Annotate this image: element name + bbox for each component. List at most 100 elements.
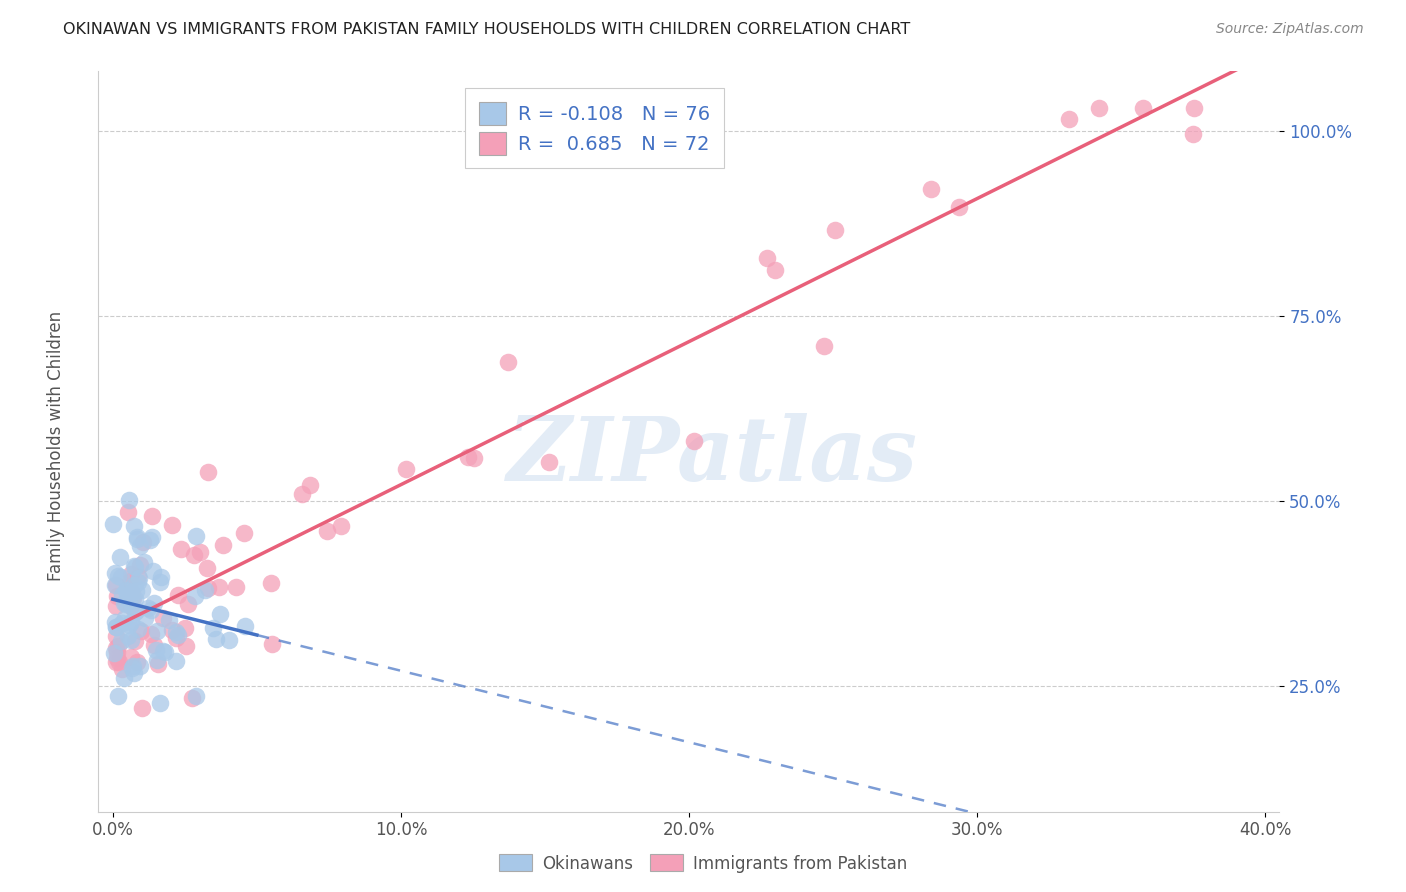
- Point: [131, 701, 153, 715]
- Point: [136, 600, 159, 615]
- Point: [128, 558, 150, 572]
- Point: [1132, 101, 1154, 115]
- Point: [131, 582, 153, 597]
- Point: [160, 623, 183, 637]
- Point: [125, 530, 148, 544]
- Point: [212, 538, 235, 552]
- Point: [208, 580, 231, 594]
- Point: [202, 621, 225, 635]
- Point: [537, 455, 560, 469]
- Point: [463, 450, 485, 465]
- Text: Source: ZipAtlas.com: Source: ZipAtlas.com: [1216, 22, 1364, 37]
- Point: [143, 596, 166, 610]
- Point: [197, 582, 219, 596]
- Point: [148, 574, 170, 589]
- Point: [127, 569, 149, 583]
- Point: [157, 613, 180, 627]
- Point: [105, 651, 128, 665]
- Point: [128, 571, 150, 585]
- Point: [124, 559, 146, 574]
- Point: [329, 519, 352, 533]
- Point: [121, 659, 143, 673]
- Point: [104, 629, 127, 643]
- Point: [127, 655, 149, 669]
- Point: [114, 584, 136, 599]
- Point: [149, 569, 172, 583]
- Point: [104, 640, 127, 655]
- Point: [152, 611, 174, 625]
- Point: [121, 592, 143, 607]
- Point: [756, 252, 779, 266]
- Point: [114, 597, 136, 611]
- Point: [183, 589, 205, 603]
- Point: [104, 599, 127, 614]
- Point: [290, 487, 312, 501]
- Point: [117, 618, 139, 632]
- Point: [120, 583, 142, 598]
- Point: [112, 671, 135, 685]
- Point: [128, 658, 150, 673]
- Text: OKINAWAN VS IMMIGRANTS FROM PAKISTAN FAMILY HOUSEHOLDS WITH CHILDREN CORRELATION: OKINAWAN VS IMMIGRANTS FROM PAKISTAN FAM…: [63, 22, 911, 37]
- Point: [111, 588, 134, 602]
- Point: [118, 594, 141, 608]
- Point: [107, 690, 129, 704]
- Point: [145, 624, 167, 639]
- Point: [101, 516, 124, 531]
- Point: [107, 569, 129, 583]
- Point: [103, 646, 125, 660]
- Point: [104, 566, 127, 580]
- Point: [141, 565, 163, 579]
- Point: [165, 625, 187, 640]
- Point: [1088, 101, 1111, 115]
- Point: [134, 611, 156, 625]
- Point: [129, 624, 152, 639]
- Point: [948, 200, 970, 214]
- Point: [111, 615, 134, 630]
- Point: [107, 640, 129, 654]
- Point: [124, 665, 146, 680]
- Point: [122, 558, 145, 573]
- Point: [184, 689, 207, 703]
- Point: [132, 556, 155, 570]
- Point: [117, 629, 139, 643]
- Point: [149, 696, 172, 710]
- Point: [1057, 112, 1080, 126]
- Point: [125, 533, 148, 547]
- Point: [162, 518, 184, 533]
- Legend: Okinawans, Immigrants from Pakistan: Okinawans, Immigrants from Pakistan: [492, 847, 914, 880]
- Point: [205, 632, 228, 646]
- Point: [127, 575, 149, 590]
- Point: [143, 638, 166, 652]
- Point: [120, 615, 142, 630]
- Point: [120, 599, 142, 614]
- Point: [169, 541, 191, 556]
- Point: [180, 691, 202, 706]
- Point: [166, 588, 188, 602]
- Point: [395, 462, 418, 476]
- Point: [225, 580, 247, 594]
- Point: [114, 610, 136, 624]
- Point: [120, 650, 142, 665]
- Point: [145, 642, 167, 657]
- Point: [1184, 101, 1206, 115]
- Point: [682, 434, 704, 448]
- Point: [125, 583, 148, 598]
- Text: ZIPatlas: ZIPatlas: [508, 413, 918, 500]
- Point: [132, 534, 155, 549]
- Point: [153, 645, 176, 659]
- Point: [177, 598, 200, 612]
- Point: [139, 602, 162, 616]
- Point: [117, 505, 139, 519]
- Point: [125, 604, 148, 618]
- Point: [188, 544, 211, 558]
- Point: [184, 529, 207, 543]
- Point: [141, 508, 163, 523]
- Point: [174, 639, 197, 653]
- Text: Family Households with Children: Family Households with Children: [48, 311, 65, 581]
- Point: [104, 656, 127, 670]
- Point: [146, 653, 169, 667]
- Point: [166, 655, 188, 669]
- Point: [108, 550, 131, 565]
- Point: [299, 478, 322, 492]
- Point: [124, 591, 146, 606]
